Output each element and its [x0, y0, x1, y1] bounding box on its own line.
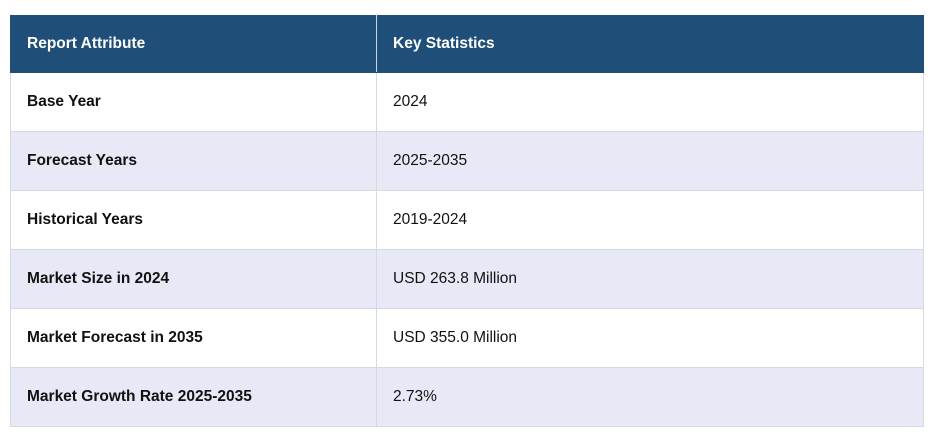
table-row: Market Forecast in 2035 USD 355.0 Million: [10, 308, 924, 368]
table-body: Base Year 2024 Forecast Years 2025-2035 Hist…: [10, 72, 924, 427]
table-row: Historical Years 2019-2024: [10, 190, 924, 250]
attribute-cell: Market Size in 2024: [10, 249, 377, 309]
table-row: Market Growth Rate 2025-2035 2.73%: [10, 367, 924, 427]
table-row: Market Size in 2024 USD 263.8 Million: [10, 249, 924, 309]
table-row: Forecast Years 2025-2035: [10, 131, 924, 191]
attribute-cell: Base Year: [10, 72, 377, 132]
attribute-cell: Forecast Years: [10, 131, 377, 191]
statistic-cell: 2025-2035: [376, 131, 924, 191]
statistic-cell: 2.73%: [376, 367, 924, 427]
statistic-cell: 2024: [376, 72, 924, 132]
report-table: Report Attribute Key Statistics Base Yea…: [10, 15, 924, 427]
header-row: Report Attribute Key Statistics: [10, 15, 924, 73]
statistic-cell: USD 263.8 Million: [376, 249, 924, 309]
attribute-cell: Market Growth Rate 2025-2035: [10, 367, 377, 427]
statistic-cell: USD 355.0 Million: [376, 308, 924, 368]
table-row: Base Year 2024: [10, 72, 924, 132]
header-cell: Key Statistics: [376, 15, 924, 73]
attribute-cell: Historical Years: [10, 190, 377, 250]
header-cell: Report Attribute: [10, 15, 377, 73]
attribute-cell: Market Forecast in 2035: [10, 308, 377, 368]
table-head: Report Attribute Key Statistics: [10, 15, 924, 73]
statistic-cell: 2019-2024: [376, 190, 924, 250]
